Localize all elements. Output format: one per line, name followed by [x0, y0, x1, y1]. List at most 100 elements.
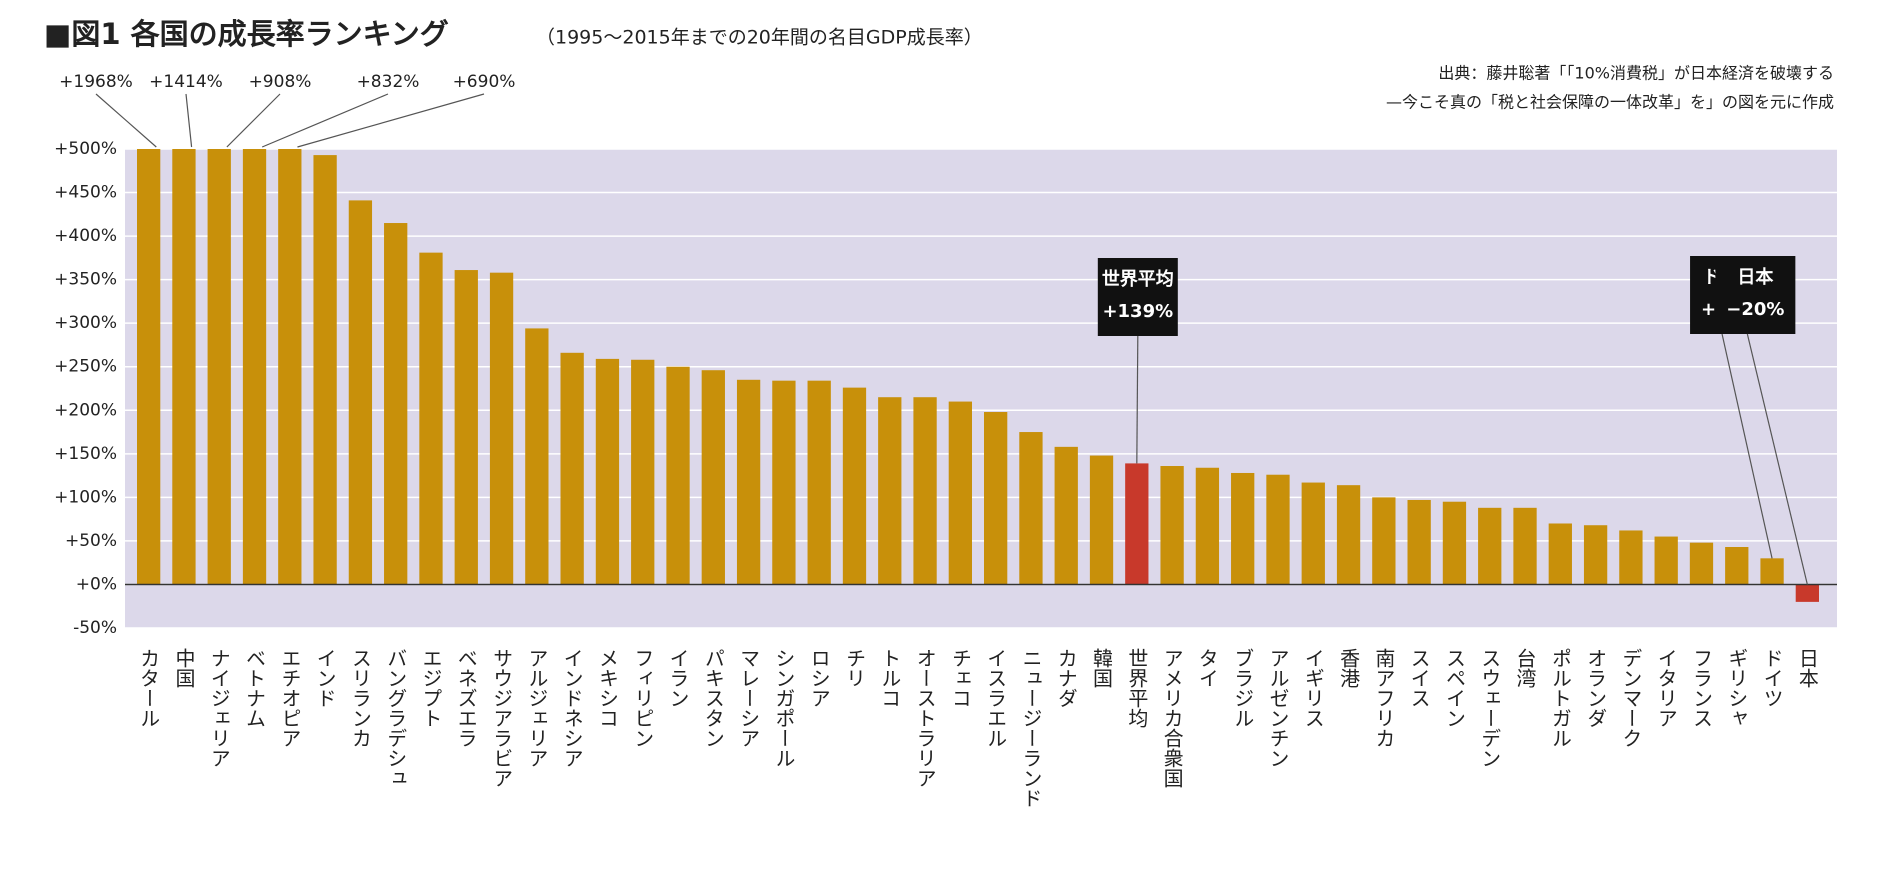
bar	[313, 155, 337, 585]
x-tick-label: アルジェリア	[525, 648, 549, 768]
bar	[1336, 485, 1361, 585]
x-tick-label: インドネシア	[560, 648, 584, 768]
bar	[666, 366, 690, 585]
x-tick-label: オーストラリア	[913, 648, 937, 788]
bar	[1442, 501, 1467, 585]
bar	[1654, 536, 1678, 585]
x-tick-label: ベネズエラ	[454, 648, 478, 748]
leader-line	[297, 93, 485, 148]
bar	[419, 252, 443, 585]
x-tick-label: スウェーデン	[1478, 648, 1502, 768]
x-tick-label: スイス	[1407, 648, 1431, 708]
x-tick-label: ポルトガル	[1548, 648, 1572, 748]
bar	[631, 359, 655, 585]
x-tick-label: ブラジル	[1231, 648, 1255, 728]
y-tick-label: +500%	[54, 139, 117, 159]
x-tick-label: 台湾	[1513, 648, 1537, 688]
leader-line	[185, 93, 193, 148]
value-label: +1968%	[59, 72, 133, 92]
bar	[842, 387, 867, 585]
leader-line	[1721, 333, 1773, 559]
bar	[1619, 530, 1643, 585]
leader-line	[1746, 333, 1808, 585]
x-tick-label: イラン	[666, 648, 690, 708]
bar	[1583, 525, 1608, 585]
bar	[1725, 547, 1749, 585]
bar	[1231, 472, 1255, 585]
y-tick-label: +300%	[54, 313, 117, 333]
value-label: +908%	[249, 72, 312, 92]
bar	[1513, 507, 1537, 585]
bars	[136, 149, 1820, 602]
leader-line	[226, 93, 281, 148]
x-tick-label: スペイン	[1442, 648, 1466, 728]
bar	[1160, 466, 1184, 585]
bar	[1195, 467, 1220, 585]
y-tick-label: +450%	[54, 183, 117, 203]
bar	[595, 358, 620, 585]
bar	[278, 149, 302, 585]
x-tick-label: タイ	[1195, 648, 1219, 688]
bar	[242, 149, 267, 585]
source: 出典：藤井聡著「「10%消費税」が日本経済を破壊する	[1438, 64, 1834, 83]
bar	[1407, 499, 1431, 585]
bar	[1478, 507, 1502, 585]
value-label: −20%	[1726, 299, 1784, 320]
bar	[384, 223, 408, 585]
x-tick-label: トルコ	[878, 648, 902, 708]
bar	[1089, 455, 1114, 585]
value-label: +832%	[357, 72, 420, 92]
x-tick-label: メキシコ	[595, 648, 619, 728]
x-tick-label: ロシア	[807, 648, 831, 708]
plot-background	[125, 149, 1837, 628]
x-tick-label: サウジアラビア	[490, 648, 514, 788]
bar	[878, 397, 902, 585]
x-tick-label: 世界平均	[1125, 648, 1149, 728]
x-tick-label: イスラエル	[984, 648, 1008, 748]
bar	[736, 379, 761, 585]
x-tick-label: カタール	[137, 648, 161, 728]
bar	[1760, 558, 1784, 585]
y-tick-label: +250%	[54, 357, 117, 377]
value-label: +1414%	[149, 72, 223, 92]
x-tick-label: フィリピン	[631, 648, 655, 748]
y-tick-label: +150%	[54, 444, 117, 464]
x-tick-label: オランダ	[1584, 648, 1608, 728]
y-tick-label: +0%	[76, 574, 117, 594]
x-tick-label: ベトナム	[243, 648, 267, 728]
callout-name: 世界平均	[1102, 268, 1174, 290]
x-tick-label: ナイジェリア	[207, 648, 231, 768]
bar	[560, 352, 584, 585]
x-tick-label: フランス	[1689, 648, 1713, 728]
bar	[983, 412, 1008, 585]
bar	[454, 270, 478, 585]
bar	[1054, 446, 1078, 585]
x-tick-label: バングラデシュ	[384, 648, 408, 788]
x-tick-label: パキスタン	[701, 648, 725, 748]
callout-name: 日本	[1737, 266, 1773, 288]
x-tick-label: 日本	[1795, 648, 1819, 688]
x-tick-label: カナダ	[1054, 648, 1078, 708]
x-tick-label: チェコ	[948, 648, 972, 708]
x-tick-label: 香港	[1337, 648, 1361, 688]
value-label: +690%	[453, 72, 516, 92]
x-tick-label: イタリア	[1654, 648, 1678, 728]
x-tick-label: アメリカ合衆国	[1160, 648, 1184, 788]
callout-box	[1097, 258, 1178, 336]
y-tick-label: +400%	[54, 226, 117, 246]
bar	[1019, 432, 1043, 585]
bar	[348, 200, 373, 585]
bar	[948, 401, 973, 585]
x-tick-label: マレーシア	[737, 648, 761, 748]
bar	[1125, 463, 1149, 585]
x-tick-label: アルゼンチン	[1266, 648, 1290, 768]
x-tick-label: イギリス	[1301, 648, 1325, 728]
leader-line	[261, 93, 389, 148]
x-tick-label: インド	[313, 648, 337, 708]
x-tick-label: チリ	[842, 648, 866, 688]
x-tick-label: ドイツ	[1760, 648, 1784, 708]
bar	[701, 370, 725, 585]
x-tick-label: エチオピア	[278, 648, 302, 748]
chart-title: ■図1 各国の成長率ランキング	[44, 17, 449, 51]
